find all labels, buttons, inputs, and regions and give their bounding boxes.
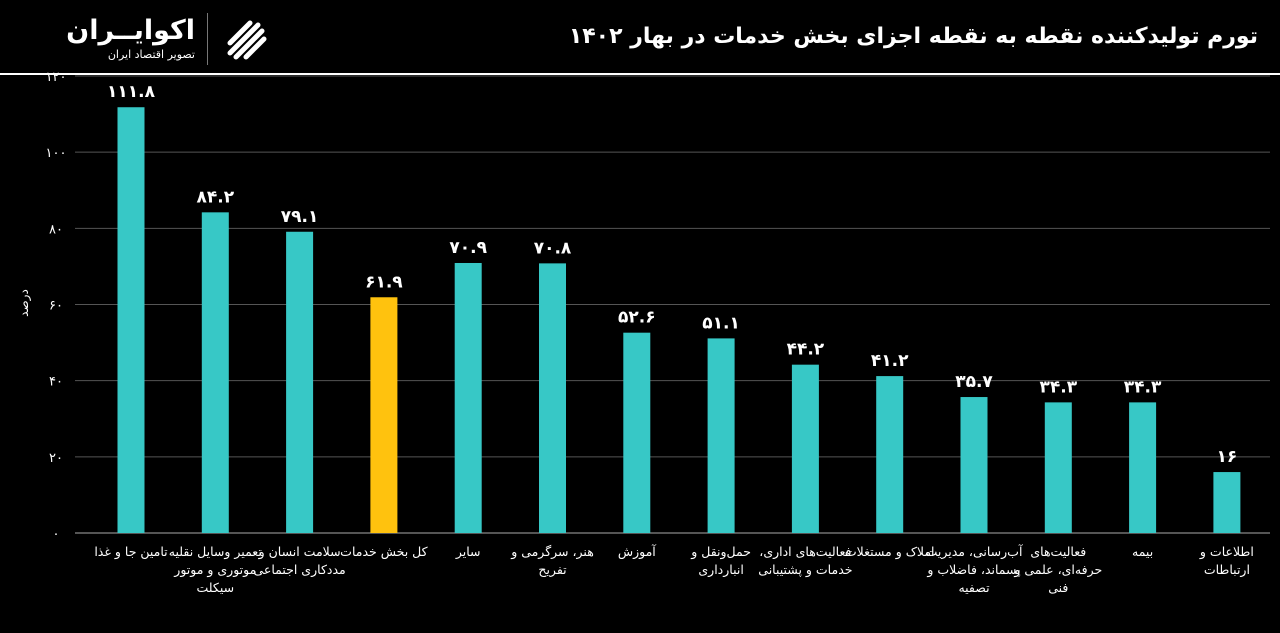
value-label: ۱۶ (1217, 447, 1238, 467)
chart-header: اکوایــران تصویر اقتصاد ایران تورم تولید… (0, 0, 1280, 75)
logo-text: اکوایــران تصویر اقتصاد ایران (66, 15, 195, 63)
value-label: ۷۰.۹ (449, 238, 487, 258)
category-label: تعمیر وسایل نقلیه موتوری و موتور سیکلت (168, 544, 262, 595)
value-label: ۴۴.۲ (787, 340, 825, 360)
value-label: ۵۲.۶ (618, 308, 656, 328)
value-label: ۵۱.۱ (702, 313, 740, 333)
y-tick-labels: ۰ ۲۰ ۴۰ ۶۰ ۸۰ ۱۰۰ ۱۲۰ (46, 70, 67, 542)
value-label: ۴۱.۲ (871, 351, 909, 371)
bar (791, 364, 819, 533)
bar (286, 231, 314, 533)
value-label: ۶۱.۹ (365, 272, 403, 292)
value-label: ۱۱۱.۸ (107, 82, 156, 102)
value-label: ۸۴.۲ (197, 187, 235, 207)
bar (623, 332, 651, 533)
value-label: ۳۵.۷ (955, 372, 993, 392)
bar (707, 338, 735, 533)
category-label: سایر (455, 544, 481, 559)
logo: اکوایــران تصویر اقتصاد ایران (66, 10, 272, 68)
category-label: بیمه (1132, 544, 1154, 559)
logo-subtitle: تصویر اقتصاد ایران (107, 48, 195, 61)
y-tick-label: ۴۰ (49, 375, 63, 390)
bars (117, 107, 1241, 534)
category-label: سلامت انسان و مددکاری اجتماعی (253, 544, 346, 577)
bar (539, 263, 566, 533)
value-labels: ۱۱۱.۸ ۸۴.۲ ۷۹.۱ ۶۱.۹ ۷۰.۹ ۷۰.۸ ۵۲.۶ ۵۱.۱ ۴۴.۲ ۴۱.… (107, 82, 1237, 467)
category-label: فعالیت‌های اداری، خدمات و پشتیبانی (758, 544, 853, 577)
category-label: آب‌رسانی، مدیریت پسماند، فاضلاب و تصفیه (925, 544, 1023, 595)
bar (960, 397, 988, 533)
bar (117, 107, 145, 533)
bar (876, 376, 904, 533)
category-label: کل بخش خدمات (340, 544, 428, 559)
bar (370, 297, 398, 533)
category-label: اطلاعات و ارتباطات (1199, 544, 1254, 577)
logo-divider (207, 13, 208, 65)
y-tick-label: ۰ (53, 527, 60, 542)
bar (201, 212, 229, 534)
logo-mark-icon (227, 20, 267, 60)
value-label: ۷۹.۱ (281, 207, 319, 227)
value-label: ۷۰.۸ (534, 238, 572, 258)
logo-name: اکوایــران (66, 15, 195, 46)
value-label: ۳۴.۳ (1040, 377, 1078, 397)
y-tick-label: ۱۰۰ (46, 146, 67, 161)
category-label: تامین جا و غذا (94, 544, 168, 559)
y-tick-label: ۸۰ (49, 222, 63, 237)
grid-lines (75, 75, 1270, 534)
y-tick-label: ۶۰ (49, 299, 63, 314)
bar (1213, 472, 1241, 533)
y-tick-label: ۱۲۰ (46, 70, 67, 85)
bar (1129, 402, 1157, 533)
bar (1044, 402, 1072, 533)
chart-title: تورم تولیدکننده نقطه به نقطه اجزای بخش خ… (568, 24, 1258, 49)
y-tick-label: ۲۰ (49, 451, 63, 466)
title-underline (0, 73, 1280, 75)
category-label: املاک و مستغلات (844, 544, 935, 559)
category-label: فعالیت‌های حرفه‌ای، علمی و فنی (1014, 544, 1103, 595)
category-label: هنر، سرگرمی و تفریح (511, 544, 594, 577)
category-label: حمل‌ونقل و انبارداری (691, 544, 751, 577)
category-label: آموزش (617, 544, 656, 559)
value-label: ۳۴.۳ (1124, 377, 1162, 397)
bar (454, 262, 482, 533)
